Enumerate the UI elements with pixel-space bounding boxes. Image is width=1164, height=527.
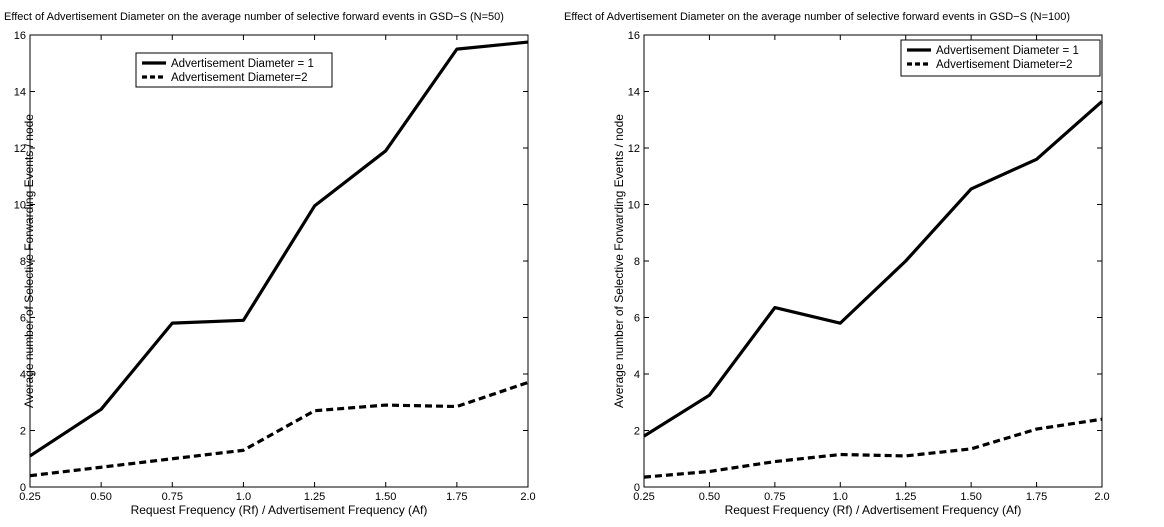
chart-left: Effect of Advertisement Diameter on the … [4, 11, 536, 517]
x-tick-label: 2.0 [1094, 491, 1109, 503]
x-tick-label: 0.75 [162, 491, 183, 503]
y-tick-label: 8 [634, 256, 640, 268]
legend-label-1: Advertisement Diameter = 1 [936, 45, 1079, 57]
x-tick-label: 1.25 [304, 491, 325, 503]
x-tick-label: 0.25 [633, 491, 654, 503]
legend-label-2: Advertisement Diameter=2 [171, 72, 307, 84]
y-tick-label: 6 [634, 313, 640, 325]
x-tick-label: 1.25 [895, 491, 916, 503]
y-tick-label: 14 [14, 87, 26, 99]
y-tick-label: 4 [20, 369, 26, 381]
chart-title: Effect of Advertisement Diameter on the … [564, 11, 1070, 23]
x-tick-label: 1.75 [1026, 491, 1047, 503]
legend-label-1: Advertisement Diameter = 1 [171, 58, 314, 70]
series-line-1 [643, 100, 1104, 438]
x-axis-label: Request Frequency (Rf) / Advertisement F… [725, 503, 1022, 517]
x-tick-label: 1.50 [960, 491, 981, 503]
x-axis-label: Request Frequency (Rf) / Advertisement F… [131, 503, 428, 517]
y-tick-label: 6 [20, 313, 26, 325]
series-line-2 [29, 380, 529, 478]
series-line-1 [29, 40, 529, 458]
x-tick-label: 1.0 [236, 491, 251, 503]
x-tick-label: 2.0 [520, 491, 535, 503]
y-axis-label: Average number of Selective Forwarding E… [612, 114, 626, 408]
x-tick-label: 1.50 [375, 491, 396, 503]
y-tick-label: 12 [628, 143, 640, 155]
y-tick-label: 16 [14, 30, 26, 42]
chart-right: Effect of Advertisement Diameter on the … [564, 11, 1110, 517]
y-tick-label: 0 [20, 482, 26, 494]
x-tick-label: 1.75 [446, 491, 467, 503]
y-tick-label: 16 [628, 30, 640, 42]
y-tick-label: 2 [20, 426, 26, 438]
chart-title: Effect of Advertisement Diameter on the … [4, 11, 504, 23]
y-axis-label: Average number of Selective Forwarding E… [22, 114, 36, 408]
y-tick-label: 10 [14, 200, 26, 212]
plot-area-frame [643, 34, 1103, 488]
legend-box [900, 39, 1101, 77]
y-tick-label: 12 [14, 143, 26, 155]
y-tick-label: 2 [634, 426, 640, 438]
y-tick-label: 4 [634, 369, 640, 381]
y-tick-label: 14 [628, 87, 640, 99]
x-tick-label: 1.0 [833, 491, 848, 503]
y-tick-label: 0 [634, 482, 640, 494]
legend-box [135, 52, 333, 88]
y-tick-label: 8 [20, 256, 26, 268]
legend-label-2: Advertisement Diameter=2 [936, 59, 1072, 71]
x-tick-label: 0.50 [90, 491, 111, 503]
x-tick-label: 0.75 [764, 491, 785, 503]
x-tick-label: 0.25 [19, 491, 40, 503]
y-tick-label: 10 [628, 200, 640, 212]
series-line-2 [643, 417, 1103, 479]
x-tick-label: 0.50 [699, 491, 720, 503]
